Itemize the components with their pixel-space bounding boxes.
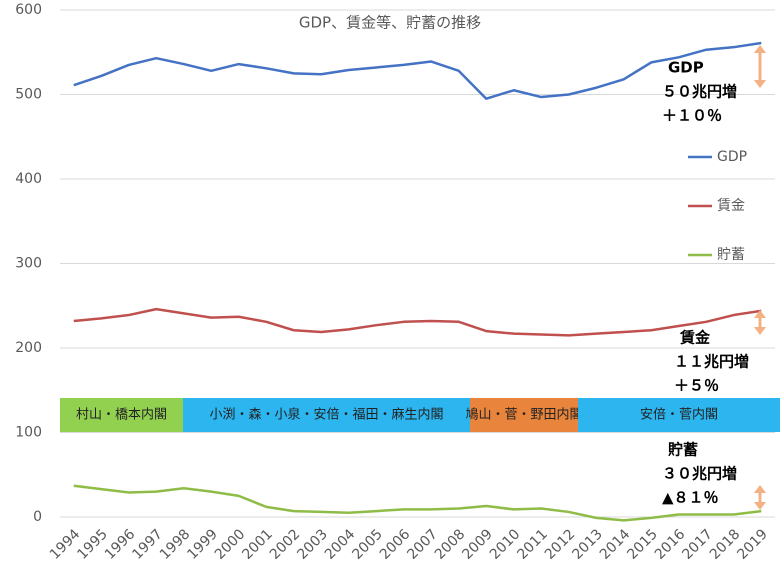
annotation: １１兆円増	[674, 353, 749, 371]
x-tick-label: 1995	[74, 526, 111, 563]
period-label: 鳩山・菅・野田内閣	[465, 407, 582, 423]
legend-label: 賃金	[717, 198, 745, 214]
x-tick-label: 2012	[542, 526, 579, 563]
x-tick-label: 2002	[267, 526, 304, 563]
legend-label: 貯蓄	[717, 247, 745, 263]
x-tick-label: 1999	[184, 526, 221, 563]
annotation: ５０兆円増	[662, 83, 737, 101]
annotation: GDP	[668, 59, 704, 77]
y-tick-label: 400	[15, 171, 42, 187]
period-label: 村山・橋本内閣	[76, 407, 167, 423]
y-tick-label: 100	[15, 425, 42, 441]
x-tick-label: 2007	[404, 526, 441, 563]
annotation: ▲８１％	[662, 489, 719, 507]
x-tick-label: 2011	[514, 526, 551, 563]
annotation: ＋５％	[674, 377, 719, 395]
series-line	[73, 41, 762, 100]
y-tick-label: 600	[15, 2, 42, 18]
x-tick-label: 1996	[102, 526, 139, 563]
period-band	[183, 398, 470, 432]
x-tick-label: 2019	[734, 526, 771, 563]
period-label: 安倍・菅内閣	[640, 407, 718, 423]
x-tick-label: 2005	[349, 526, 386, 563]
x-tick-label: 2018	[707, 526, 744, 563]
annotation: 貯蓄	[668, 441, 698, 459]
annotation: 賃金	[679, 329, 711, 347]
x-tick-label: 1998	[157, 526, 194, 563]
x-tick-label: 2004	[322, 526, 359, 563]
x-tick-label: 2016	[652, 526, 689, 563]
series-line	[73, 307, 762, 337]
period-band	[60, 398, 183, 432]
x-tick-label: 2000	[212, 526, 249, 563]
x-tick-label: 2003	[294, 526, 331, 563]
annotation: ＋１０％	[662, 107, 722, 125]
x-tick-label: 2014	[597, 526, 634, 563]
arrow-head	[754, 310, 766, 335]
y-tick-label: 200	[15, 340, 42, 356]
x-tick-label: 2010	[487, 526, 524, 563]
x-tick-label: 2015	[624, 526, 661, 563]
y-tick-label: 0	[33, 509, 42, 525]
x-tick-label: 2008	[432, 526, 469, 563]
legend-label: GDP	[717, 149, 747, 165]
x-tick-label: 2006	[377, 526, 414, 563]
arrow-head	[754, 485, 766, 510]
x-tick-label: 1994	[47, 526, 84, 563]
period-band	[578, 398, 780, 432]
x-tick-label: 2013	[569, 526, 606, 563]
x-tick-label: 2009	[459, 526, 496, 563]
y-tick-label: 500	[15, 87, 42, 103]
series-line	[73, 484, 762, 522]
annotation: ３０兆円増	[662, 465, 737, 483]
chart-title: GDP、賃金等、貯蓄の推移	[299, 14, 481, 32]
period-label: 小渕・森・小泉・安倍・福田・麻生内閣	[209, 407, 443, 423]
period-band	[470, 398, 578, 432]
x-tick-label: 2001	[239, 526, 276, 563]
y-tick-label: 300	[15, 256, 42, 272]
x-tick-label: 2017	[679, 526, 716, 563]
x-tick-label: 1997	[129, 526, 166, 563]
